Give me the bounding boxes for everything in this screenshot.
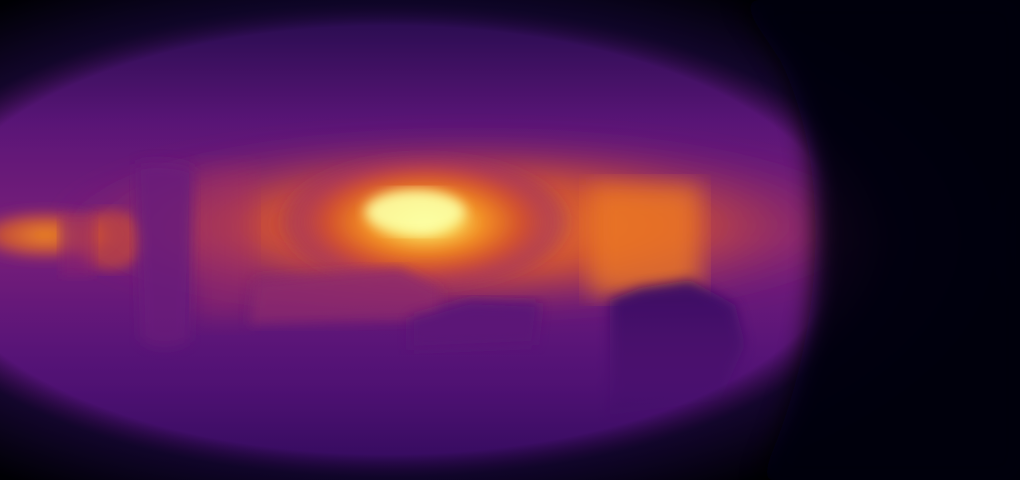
dark-right-region (740, 0, 1020, 480)
